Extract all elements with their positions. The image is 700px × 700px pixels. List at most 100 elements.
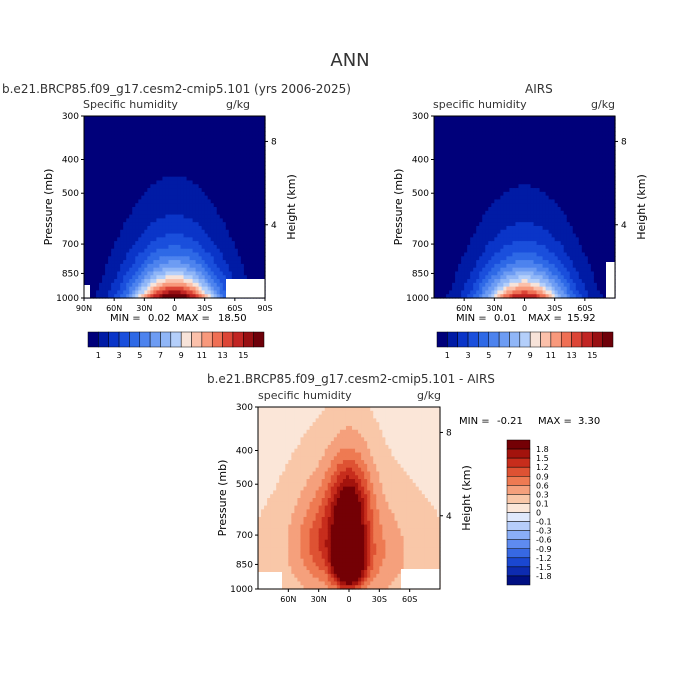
field-cell bbox=[111, 225, 115, 231]
field-cell bbox=[96, 260, 100, 265]
field-cell bbox=[183, 191, 188, 197]
field-cell bbox=[93, 290, 97, 295]
field-cell bbox=[183, 127, 188, 132]
field-cell bbox=[434, 282, 438, 288]
field-cell bbox=[144, 244, 148, 250]
field-cell bbox=[177, 199, 182, 204]
field-cell bbox=[467, 256, 471, 261]
field-cell bbox=[177, 248, 182, 254]
field-cell bbox=[141, 275, 145, 280]
field-cell bbox=[437, 203, 441, 208]
field-cell bbox=[249, 260, 254, 265]
field-cell bbox=[102, 260, 106, 265]
field-cell bbox=[195, 150, 200, 155]
field-cell bbox=[449, 286, 453, 292]
field-cell bbox=[90, 279, 94, 284]
field-cell bbox=[243, 165, 248, 170]
field-cell bbox=[159, 131, 164, 136]
field-cell bbox=[255, 134, 260, 140]
field-cell bbox=[156, 282, 161, 288]
field-cell bbox=[189, 214, 194, 219]
field-cell bbox=[204, 244, 209, 250]
field-cell bbox=[87, 263, 91, 269]
field-cell bbox=[440, 248, 444, 254]
field-cell bbox=[153, 244, 157, 250]
field-cell bbox=[111, 286, 115, 292]
field-cell bbox=[458, 191, 462, 197]
field-cell bbox=[186, 290, 191, 295]
field-cell bbox=[165, 169, 170, 174]
field-cell bbox=[455, 142, 459, 147]
field-cell bbox=[165, 233, 170, 238]
field-cell bbox=[150, 169, 154, 174]
field-cell bbox=[159, 222, 164, 227]
field-cell bbox=[156, 127, 161, 132]
field-cell bbox=[102, 199, 106, 204]
field-cell bbox=[258, 237, 263, 242]
field-cell bbox=[216, 157, 221, 163]
field-cell bbox=[216, 172, 221, 178]
field-cell bbox=[437, 157, 441, 163]
field-cell bbox=[189, 286, 194, 292]
field-cell bbox=[156, 218, 161, 223]
field-cell bbox=[222, 237, 227, 242]
field-cell bbox=[120, 210, 124, 216]
field-cell bbox=[165, 146, 170, 151]
field-cell bbox=[156, 184, 161, 189]
field-cell bbox=[243, 199, 248, 204]
field-cell bbox=[174, 191, 179, 197]
field-cell bbox=[246, 131, 251, 136]
field-cell bbox=[198, 252, 203, 257]
field-cell bbox=[120, 222, 124, 227]
field-cell bbox=[114, 131, 118, 136]
field-cell bbox=[138, 131, 142, 136]
field-cell bbox=[219, 294, 224, 299]
field-cell bbox=[237, 252, 242, 257]
x-tick-label: 60N bbox=[106, 304, 122, 313]
field-cell bbox=[168, 222, 173, 227]
field-cell bbox=[443, 180, 447, 185]
field-cell bbox=[440, 233, 444, 238]
field-cell bbox=[147, 256, 151, 261]
field-cell bbox=[204, 157, 209, 163]
field-cell bbox=[258, 199, 263, 204]
field-cell bbox=[168, 271, 173, 276]
field-cell bbox=[90, 222, 94, 227]
field-cell bbox=[84, 263, 88, 269]
field-cell bbox=[156, 157, 161, 163]
field-cell bbox=[147, 131, 151, 136]
field-cell bbox=[219, 279, 224, 284]
field-cell bbox=[210, 146, 215, 151]
field-cell bbox=[108, 119, 112, 125]
field-cell bbox=[84, 157, 88, 163]
field-cell bbox=[129, 248, 133, 254]
field-cell bbox=[150, 116, 154, 121]
field-cell bbox=[440, 252, 444, 257]
field-cell bbox=[114, 256, 118, 261]
field-cell bbox=[186, 244, 191, 250]
field-cell bbox=[261, 134, 266, 140]
field-cell bbox=[461, 203, 465, 208]
field-cell bbox=[117, 260, 121, 265]
field-cell bbox=[252, 119, 257, 125]
field-cell bbox=[443, 153, 447, 159]
field-cell bbox=[171, 256, 176, 261]
field-cell bbox=[96, 180, 100, 185]
field-cell bbox=[186, 180, 191, 185]
field-cell bbox=[473, 237, 477, 242]
field-cell bbox=[129, 271, 133, 276]
field-cell bbox=[99, 222, 103, 227]
field-cell bbox=[458, 271, 462, 276]
field-cell bbox=[189, 241, 194, 246]
field-cell bbox=[117, 188, 121, 193]
field-cell bbox=[231, 180, 236, 185]
field-cell bbox=[434, 150, 438, 155]
field-cell bbox=[443, 282, 447, 288]
field-cell bbox=[93, 248, 97, 254]
field-cell bbox=[255, 138, 260, 144]
field-cell bbox=[204, 233, 209, 238]
field-cell bbox=[461, 267, 465, 273]
field-cell bbox=[213, 225, 218, 231]
field-cell bbox=[168, 256, 173, 261]
field-cell bbox=[464, 127, 468, 132]
